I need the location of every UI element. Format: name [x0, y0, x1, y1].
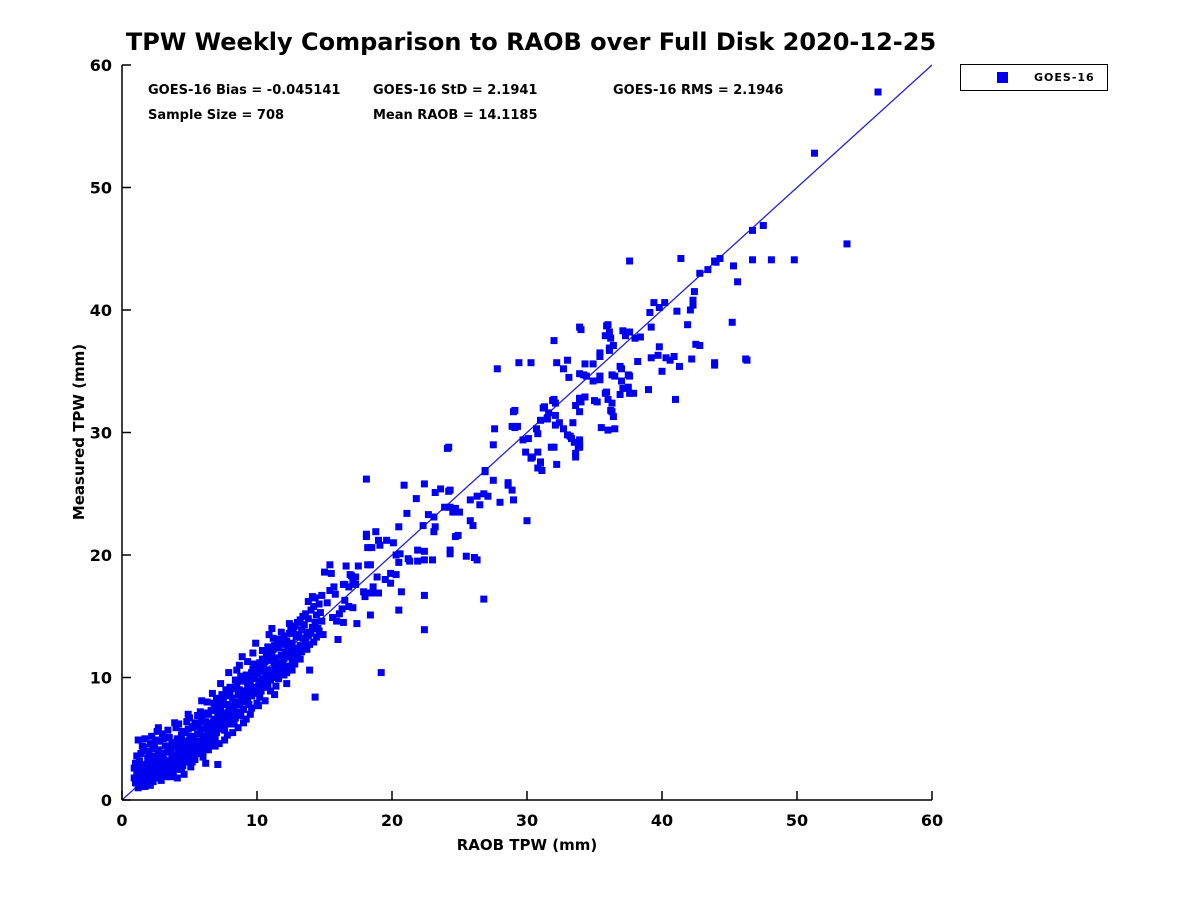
tick-labels: 0 10 20 30 40 50 60 0 10 20 30 40 50 60	[90, 56, 943, 830]
svg-text:10: 10	[246, 811, 268, 830]
svg-text:20: 20	[90, 546, 112, 565]
svg-text:50: 50	[90, 179, 112, 198]
legend-series-label: GOES-16	[1034, 71, 1095, 84]
svg-text:30: 30	[90, 424, 112, 443]
stat-rms: GOES-16 RMS = 2.1946	[613, 83, 784, 98]
svg-text:0: 0	[101, 791, 112, 810]
svg-text:40: 40	[651, 811, 673, 830]
svg-text:60: 60	[921, 811, 943, 830]
svg-text:20: 20	[381, 811, 403, 830]
legend-marker-swatch	[997, 72, 1008, 83]
x-axis-label: RAOB TPW (mm)	[456, 836, 598, 854]
svg-text:40: 40	[90, 301, 112, 320]
stat-std: GOES-16 StD = 2.1941	[373, 83, 538, 98]
svg-text:60: 60	[90, 56, 112, 75]
svg-text:0: 0	[116, 811, 127, 830]
scatter-points	[130, 88, 882, 792]
stat-mean-raob: Mean RAOB = 14.1185	[373, 108, 538, 123]
svg-text:30: 30	[516, 811, 538, 830]
stat-sample-size: Sample Size = 708	[148, 108, 285, 123]
svg-text:10: 10	[90, 669, 112, 688]
svg-text:50: 50	[786, 811, 808, 830]
legend-box: GOES-16	[960, 64, 1108, 91]
chart-title: TPW Weekly Comparison to RAOB over Full …	[125, 28, 937, 56]
axes	[121, 64, 933, 801]
stat-bias: GOES-16 Bias = -0.045141	[148, 83, 341, 98]
